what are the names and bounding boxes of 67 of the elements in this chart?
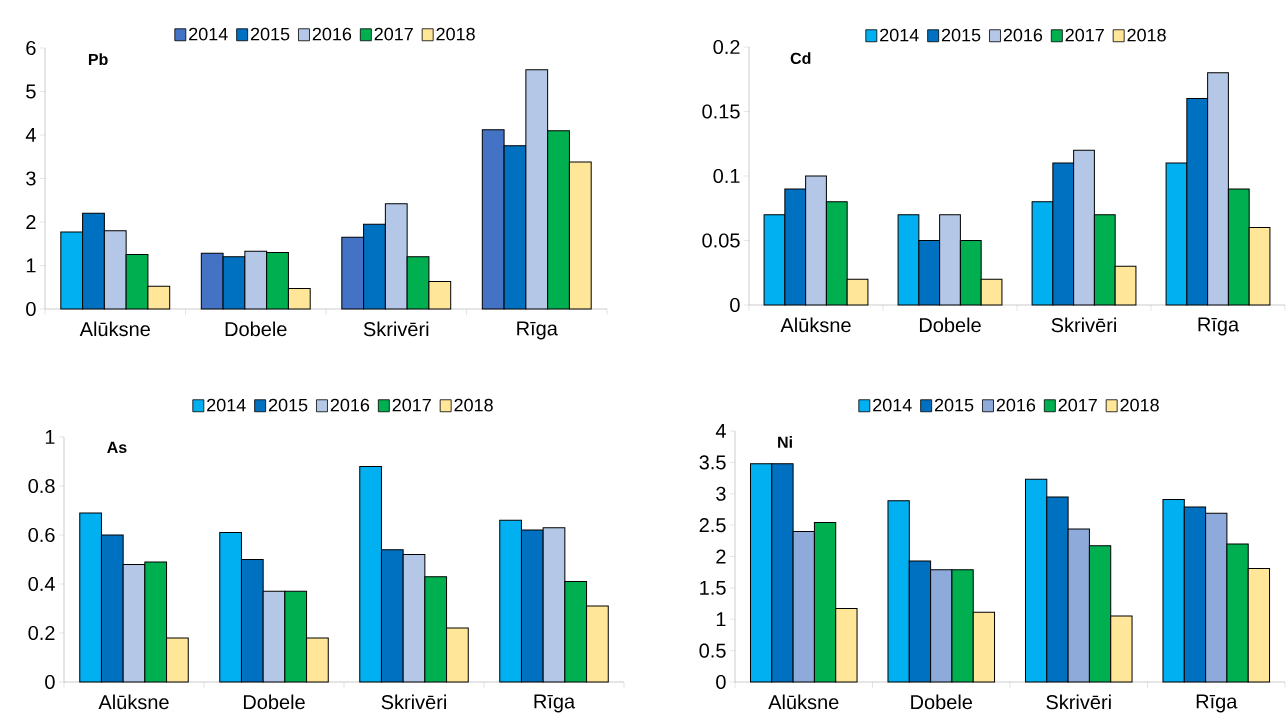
- legend-label: 2018: [454, 398, 493, 412]
- legend-label: 2014: [207, 398, 246, 412]
- y-tick-label: 0: [730, 298, 740, 313]
- legend-label: 2014: [873, 398, 912, 412]
- y-tick-label: 3: [716, 486, 726, 501]
- x-tick-label: Alūksne: [98, 694, 169, 710]
- chart-title: Ni: [778, 436, 792, 448]
- x-tick-label: Skrivēri: [381, 694, 446, 710]
- y-tick-label: 4: [715, 424, 726, 438]
- y-tick-label: 0: [26, 302, 36, 317]
- legend-label: 2016: [996, 398, 1036, 412]
- y-tick-label: 2.5: [699, 518, 726, 533]
- x-tick-label: Rīga: [1196, 694, 1238, 713]
- y-tick-label: 3: [26, 171, 36, 186]
- x-tick-label: Skrivēri: [1051, 317, 1116, 333]
- x-tick-label: Alūksne: [79, 321, 150, 337]
- y-tick-label: 1: [26, 258, 36, 273]
- legend-label: 2015: [934, 398, 974, 412]
- legend-label: 2016: [312, 27, 352, 41]
- y-tick-label: 3.5: [699, 455, 726, 470]
- legend-label: 2014: [189, 27, 228, 41]
- legend-label: 2017: [1058, 398, 1097, 412]
- legend-label: 2015: [268, 398, 308, 412]
- legend-label: 2016: [330, 398, 370, 412]
- y-tick-label: 0.15: [702, 104, 740, 119]
- y-tick-label: 6: [26, 41, 36, 56]
- legend-label: 2016: [1003, 28, 1043, 42]
- x-tick-label: Alūksne: [768, 694, 839, 710]
- x-tick-label: Rīga: [517, 321, 558, 340]
- legend-label: 2017: [374, 27, 413, 41]
- legend-label: 2014: [880, 28, 919, 42]
- y-tick-label: 4: [25, 128, 36, 142]
- legend-label: 2018: [436, 27, 475, 41]
- x-tick-label: Dobele: [243, 694, 305, 710]
- legend-label: 2017: [1065, 28, 1104, 42]
- legend-label: 2015: [250, 27, 290, 41]
- y-tick-label: 0.1: [713, 169, 740, 184]
- y-tick-label: 0.6: [28, 528, 55, 543]
- y-tick-label: 0.2: [28, 626, 55, 641]
- chart-title: Pb: [88, 53, 108, 66]
- legend-label: 2017: [392, 398, 431, 412]
- x-tick-label: Rīga: [1198, 317, 1240, 336]
- y-tick-label: 2: [716, 549, 726, 564]
- y-tick-label: 1: [45, 430, 55, 444]
- x-tick-label: Dobele: [911, 694, 973, 710]
- x-tick-label: Alūksne: [780, 317, 851, 333]
- chart-title: Cd: [790, 52, 811, 65]
- y-tick-label: 0: [45, 675, 55, 690]
- x-tick-label: Skrivēri: [1046, 694, 1111, 710]
- legend-label: 2018: [1127, 28, 1166, 42]
- legend-label: 2015: [941, 28, 981, 42]
- y-tick-label: 1.5: [700, 581, 726, 595]
- x-tick-label: Rīga: [534, 694, 576, 713]
- y-tick-label: 0.05: [702, 233, 740, 248]
- y-tick-label: 1: [716, 612, 726, 627]
- chart-title: As: [107, 441, 127, 454]
- y-tick-label: 0.2: [713, 40, 740, 55]
- x-tick-label: Dobele: [225, 321, 287, 337]
- x-tick-label: Dobele: [919, 317, 981, 333]
- y-tick-label: 2: [26, 215, 36, 230]
- y-tick-label: 0.5: [699, 643, 726, 658]
- y-tick-label: 0.8: [28, 479, 55, 494]
- y-tick-label: 0.4: [28, 577, 55, 592]
- y-tick-label: 5: [26, 84, 36, 99]
- x-tick-label: Skrivēri: [363, 321, 429, 337]
- y-tick-label: 0: [716, 675, 726, 690]
- legend-label: 2018: [1120, 398, 1159, 412]
